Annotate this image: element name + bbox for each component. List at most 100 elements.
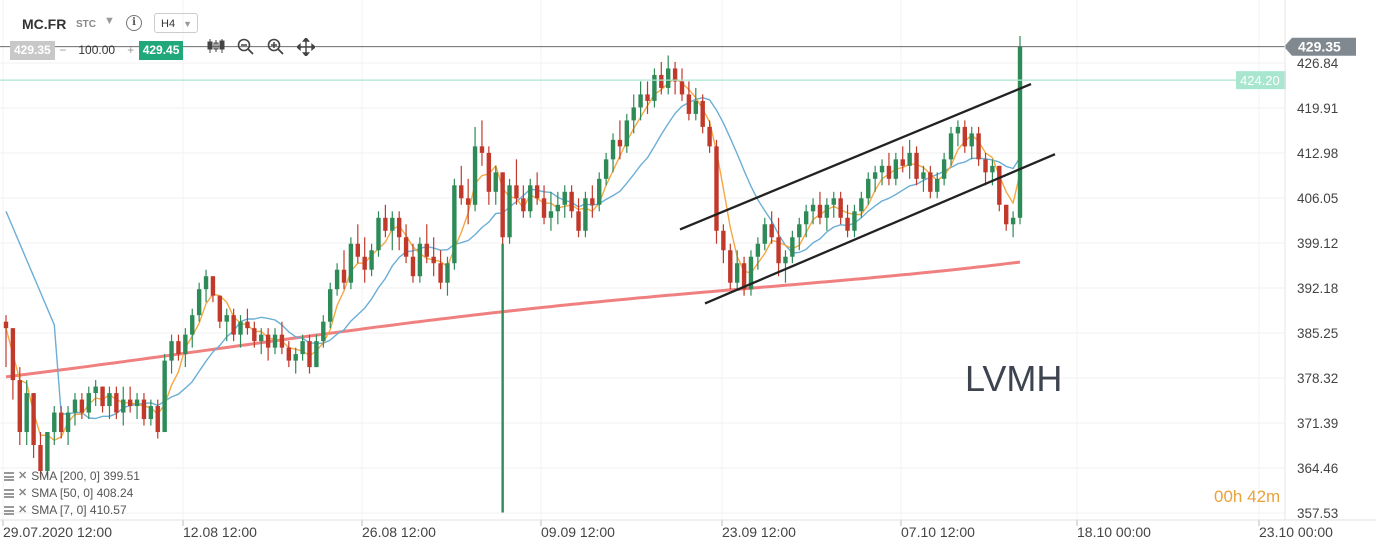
decrease-quantity-button[interactable]: −	[59, 43, 67, 57]
legend-label: SMA [200, 0] 399.51	[31, 469, 140, 483]
timer-hours-unit: h	[1232, 487, 1243, 506]
candle-countdown: 00h 42m	[1214, 487, 1280, 507]
candle-body	[369, 250, 374, 270]
candle-body	[928, 172, 933, 192]
candle-body	[776, 237, 781, 264]
candle-body	[148, 406, 154, 420]
candle-body	[741, 263, 747, 290]
price-tick-label: 392.18	[1297, 281, 1338, 296]
candle-body	[631, 107, 636, 121]
candle-body	[707, 126, 712, 147]
moving-averages	[5, 77, 1021, 441]
price-tick-label: 378.32	[1297, 371, 1338, 386]
candle-body	[562, 191, 567, 205]
increase-quantity-button[interactable]: +	[127, 43, 135, 57]
legend-item-sma7[interactable]: ✕ SMA [7, 0] 410.57	[4, 502, 140, 519]
candle-body	[127, 399, 133, 407]
candle-body	[252, 328, 257, 342]
move-icon[interactable]	[295, 36, 317, 60]
candle-body	[362, 256, 367, 270]
candle-body	[852, 211, 857, 231]
exchange-label: STC	[76, 19, 96, 30]
candle-body	[886, 165, 892, 179]
candle-body	[328, 289, 333, 322]
candle-body	[162, 360, 167, 433]
sma-200-line	[5, 260, 1021, 379]
candle-body	[65, 412, 71, 433]
current-price-tag	[1284, 37, 1356, 56]
candle-body	[748, 256, 754, 290]
close-icon[interactable]: ✕	[18, 470, 28, 482]
candle-body	[797, 224, 802, 238]
candle-body	[652, 74, 657, 101]
channel-lower-line	[704, 153, 1056, 305]
quantity-input[interactable]: 100.00	[78, 43, 116, 57]
zoom-out-icon[interactable]	[236, 38, 256, 60]
candlestick-icon[interactable]	[206, 38, 226, 60]
candle-body	[459, 185, 464, 199]
settings-icon[interactable]	[4, 489, 14, 498]
legend-item-sma200[interactable]: ✕ SMA [200, 0] 399.51	[4, 468, 140, 485]
price-tick-label: 371.39	[1297, 416, 1338, 431]
candle-body	[659, 74, 664, 88]
candle-body	[472, 146, 478, 205]
candle-body	[534, 185, 540, 199]
candle-body	[121, 399, 126, 413]
candle-body	[107, 393, 112, 407]
candle-body	[3, 321, 9, 329]
candle-body	[638, 94, 643, 108]
timer-minutes-unit: m	[1266, 487, 1281, 506]
candle-body	[210, 276, 216, 296]
candle-body	[817, 204, 823, 218]
candle-body	[824, 204, 830, 218]
candle-body	[245, 321, 250, 329]
candle-body	[390, 217, 395, 231]
reference-price-tag	[1236, 71, 1286, 90]
time-tick-label: 26.08 12:00	[362, 524, 436, 540]
settings-icon[interactable]	[4, 472, 14, 481]
reference-price-tag-label: 424.20	[1240, 73, 1280, 88]
candle-body	[52, 412, 57, 433]
zoom-in-icon[interactable]	[266, 38, 286, 60]
candle-body	[231, 315, 236, 335]
buy-button[interactable]: 429.45	[138, 40, 184, 60]
candle-body	[431, 256, 436, 264]
timer-hours: 00	[1214, 487, 1233, 506]
candle-body	[769, 224, 774, 238]
candle-body	[583, 198, 588, 231]
chevron-down-icon[interactable]: ▼	[104, 15, 115, 27]
timeframe-select[interactable]: H4 ▼	[154, 13, 198, 33]
price-tick-label: 399.12	[1297, 236, 1338, 251]
candle-body	[1017, 46, 1023, 218]
candle-body	[976, 133, 981, 160]
price-axis[interactable]: 426.84 419.91 412.98 406.05 399.12 392.18 385.…	[1284, 0, 1339, 521]
info-icon[interactable]: i	[126, 15, 142, 31]
symbol-name[interactable]: MC.FR	[22, 16, 67, 32]
candle-body	[590, 198, 595, 205]
price-tick-label: 357.53	[1297, 506, 1338, 521]
settings-icon[interactable]	[4, 506, 14, 515]
candle-body	[190, 315, 195, 335]
candle-body	[528, 185, 533, 212]
candle-body	[183, 334, 188, 355]
sell-button[interactable]: 429.35	[10, 40, 55, 60]
close-icon[interactable]: ✕	[18, 504, 28, 516]
candle-body	[541, 198, 547, 218]
candle-body	[935, 178, 940, 192]
candle-body	[997, 165, 1002, 205]
candle-body	[224, 315, 229, 322]
chart-toolbar: MC.FR STC ▼ i H4 ▼ 429.35 − 100.00 + 429.…	[0, 0, 1376, 70]
price-tick-label: 412.98	[1297, 146, 1338, 161]
candle-body	[1010, 217, 1016, 225]
close-icon[interactable]: ✕	[18, 487, 28, 499]
candle-body	[293, 354, 298, 361]
candle-body	[217, 295, 223, 322]
time-axis[interactable]: 29.07.2020 12:00 12.08 12:00 26.08 12:00 09…	[0, 519, 1376, 540]
legend-item-sma50[interactable]: ✕ SMA [50, 0] 408.24	[4, 485, 140, 502]
candle-body	[500, 172, 505, 238]
candle-body	[783, 256, 788, 264]
candle-body	[969, 133, 974, 147]
candle-body	[259, 334, 264, 342]
candle-body	[314, 341, 319, 368]
